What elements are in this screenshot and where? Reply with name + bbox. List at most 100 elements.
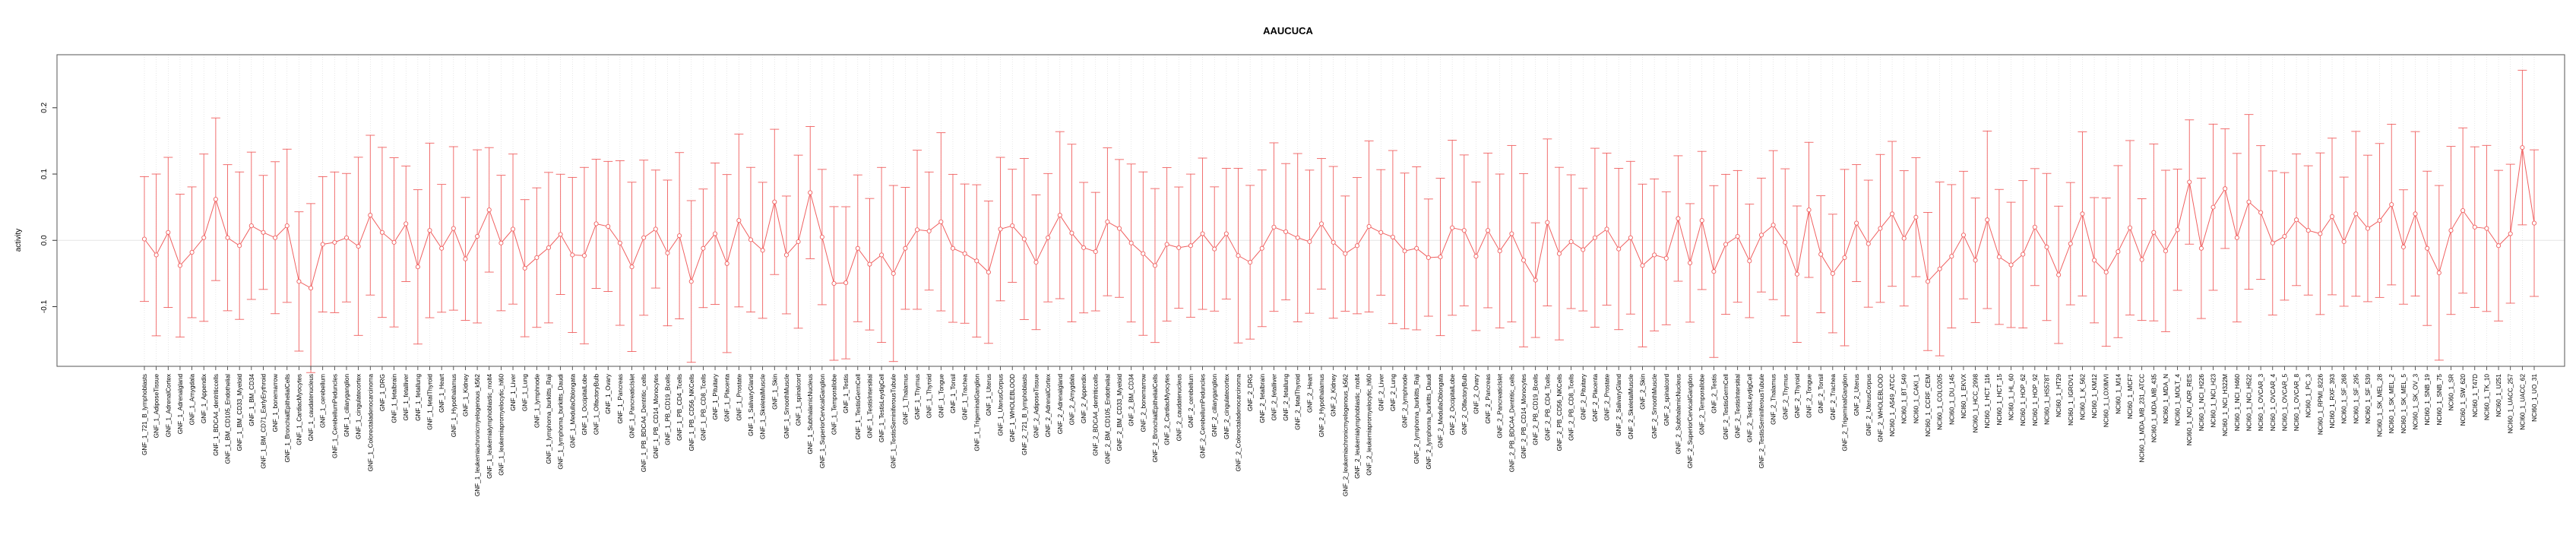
data-point <box>2270 240 2275 245</box>
data-point <box>1913 214 1919 220</box>
data-point <box>641 235 647 240</box>
data-point <box>177 263 182 268</box>
x-tick-label: NCI60_1_CCRF_CEM <box>1925 374 1932 437</box>
data-point <box>772 199 777 204</box>
x-tick-label: GNF_1_fetalThyroid <box>427 374 434 430</box>
x-tick-label: GNF_2_AdrenalCortex <box>1045 374 1052 437</box>
data-point <box>510 226 516 232</box>
data-point <box>1890 211 1895 217</box>
data-point <box>1414 245 1419 251</box>
data-point <box>309 286 314 291</box>
x-tick-label: GNF_1_lymphoma_burkitts_Daudi <box>558 374 565 470</box>
x-tick-label: GNF_2_PB_CD14_Monocytes <box>1521 374 1527 459</box>
x-tick-label: GNF_2_Colorectaladenocarcinoma <box>1236 374 1242 472</box>
data-point <box>1141 251 1146 256</box>
x-tick-label: GNF_1_Colorectaladenocarcinoma <box>367 374 374 472</box>
data-point <box>1283 229 1289 234</box>
data-point <box>2377 218 2382 223</box>
data-point <box>2318 231 2323 236</box>
data-point <box>2187 179 2192 185</box>
point-layer <box>141 145 2537 291</box>
x-tick-label: GNF_1_bonemarrow <box>272 374 279 432</box>
x-tick-label: GNF_2_Kidney <box>1331 373 1337 416</box>
data-point <box>617 240 622 245</box>
y-tick-label: 0.2 <box>40 102 49 112</box>
data-point <box>1996 255 2002 260</box>
x-tick-label: GNF_2_Skin <box>1639 374 1646 410</box>
data-point <box>237 243 242 249</box>
x-tick-label: GNF_1_PancreaticIslet <box>629 373 636 438</box>
data-point <box>1259 245 1264 251</box>
data-point <box>2210 204 2216 210</box>
x-tick-label: GNF_1_SuperiorCervicalGanglion <box>819 374 826 469</box>
x-tick-label: GNF_2_721_B_lymphoblasts <box>1021 374 1028 455</box>
x-tick-label: NCI60_1_UO_31 <box>2531 374 2538 422</box>
x-tick-label: NCI60_1_OVCAR_3 <box>2258 374 2264 432</box>
x-tick-label: GNF_1_leukemialymphoblastic_molt4 <box>486 374 493 479</box>
data-point <box>1223 231 1229 236</box>
data-point <box>891 271 896 276</box>
data-point <box>1033 259 1039 265</box>
x-tick-label: GNF_1_Thalamus <box>902 374 909 425</box>
data-point <box>593 221 599 226</box>
data-point <box>736 218 742 223</box>
x-tick-label: GNF_2_Pituitary <box>1580 373 1587 420</box>
chart-title: AAUCUCA <box>1263 25 1313 36</box>
data-point <box>1521 258 1527 263</box>
x-tick-label: GNF_2_SmoothMuscle <box>1651 374 1658 439</box>
x-tick-label: GNF_2_spinalcord <box>1663 374 1670 426</box>
x-tick-label: NCI60_1_PC_3 <box>2305 374 2312 418</box>
data-point <box>2294 217 2299 223</box>
y-tick-label: 0.0 <box>40 235 49 245</box>
data-point <box>2246 199 2252 204</box>
data-point <box>1854 220 1859 226</box>
data-point <box>2198 245 2204 251</box>
data-point <box>1901 236 1907 241</box>
x-tick-label: GNF_1_TestisGermCell <box>855 374 862 440</box>
x-tick-label: GNF_2_PB_CD8_Tcells <box>1568 374 1575 441</box>
x-tick-label: GNF_1_PB_CD4_Tcells <box>676 374 683 441</box>
data-point <box>760 248 765 253</box>
x-tick-label: GNF_1_Pancreas <box>617 374 624 424</box>
x-tick-label: GNF_1_Adrenalgland <box>177 374 184 435</box>
x-tick-label: GNF_1_PB_CD56_NKCells <box>688 374 695 451</box>
x-tick-label: GNF_2_UterusCorpus <box>1866 374 1872 435</box>
x-tick-label: GNF_2_fetalliver <box>1271 374 1277 421</box>
x-tick-label: GNF_2_Heart <box>1306 373 1313 413</box>
data-point <box>1069 230 1074 236</box>
data-point <box>1236 253 1241 258</box>
x-tick-label: GNF_2_Tongue <box>1806 374 1813 418</box>
x-tick-label: NCI60_1_DU_145 <box>1948 374 1955 425</box>
x-tick-label: GNF_1_BM_CD33_Myeloid <box>236 374 243 451</box>
data-point <box>1758 233 1764 238</box>
data-point <box>284 223 290 229</box>
data-point <box>1604 226 1609 232</box>
data-point <box>2008 262 2014 268</box>
x-tick-label: GNF_1_PB_CD8_Tcells <box>700 374 707 441</box>
data-point <box>2282 233 2287 239</box>
x-tick-label: GNF_1_Lung <box>522 374 529 412</box>
data-point <box>855 245 860 251</box>
x-tick-label: NCI60_1_RPMI_8226 <box>2317 374 2324 435</box>
x-tick-label: NCI60_1_NCI_H460 <box>2234 374 2241 432</box>
x-tick-label: NCI60_1_KM12 <box>2091 374 2098 419</box>
data-point <box>1711 269 1717 274</box>
x-tick-label: GNF_1_721_B_lymphoblasts <box>141 374 148 455</box>
data-point <box>1925 279 1931 284</box>
data-point <box>677 233 682 239</box>
x-tick-label: GNF_2_BM_CD33_Myeloid <box>1116 374 1123 451</box>
x-tick-label: GNF_1_Ovary <box>605 373 612 414</box>
data-point <box>368 213 373 218</box>
x-tick-label: NCI60_1_NCI_ADR_RES <box>2186 373 2193 445</box>
x-tick-label: GNF_1_Skin <box>771 374 778 410</box>
x-tick-label: NCI60_1_U251 <box>2495 374 2502 417</box>
x-tick-label: GNF_2_leukemiachronicmyelogenous_k562 <box>1342 374 1349 497</box>
data-point <box>1973 258 1978 263</box>
data-point <box>1533 277 1538 283</box>
data-point <box>1985 217 1990 223</box>
x-tick-label: GNF_1_OlfactoryBulb <box>593 374 600 435</box>
data-point <box>2341 239 2347 245</box>
x-tick-label: GNF_2_Uterus <box>1853 374 1860 416</box>
x-tick-label: GNF_2_PB_CD56_NKCells <box>1556 374 1563 451</box>
